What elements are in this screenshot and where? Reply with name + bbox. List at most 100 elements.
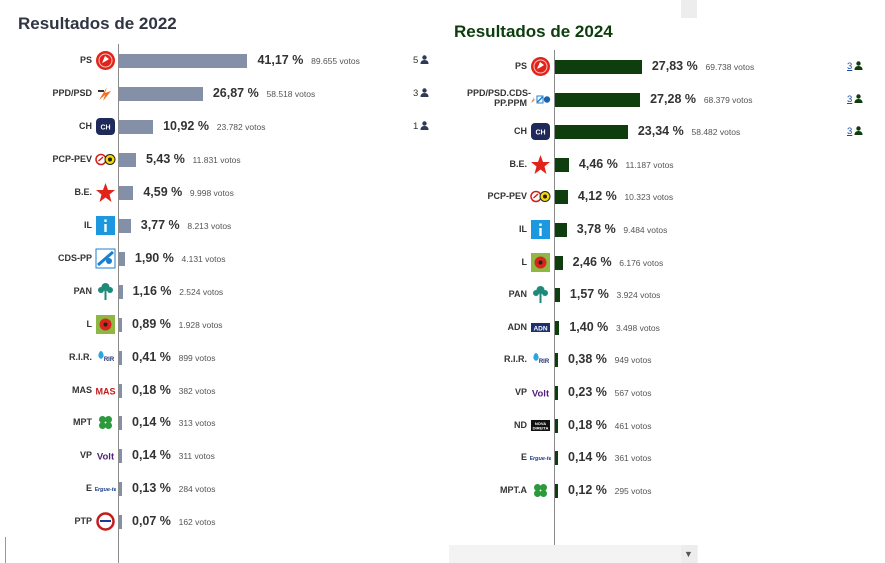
votes-label: 461 votos (614, 420, 652, 431)
bar-mark (555, 125, 628, 140)
votes-label: 23.782 votos (216, 121, 266, 132)
svg-text:Volt: Volt (532, 389, 550, 400)
bar-mark (555, 255, 563, 270)
seats-number: 5 (413, 55, 419, 66)
percent-label: 2,46 % (572, 254, 612, 269)
chart-row: CH CH 23,34 % 58.482 votos 3 (438, 121, 863, 145)
votes-label: 3.498 votos (615, 322, 660, 333)
volt-logo: Volt (95, 445, 116, 466)
percent-label: 0,18 % (568, 417, 607, 432)
bar-mark (555, 190, 568, 205)
percent-label: 3,78 % (576, 222, 616, 236)
seats-number[interactable]: 3 (847, 126, 853, 138)
percent-label: 5,43 % (145, 151, 185, 166)
party-name-label: PAN (508, 289, 527, 300)
votes-label: 899 votos (178, 352, 216, 363)
bar-mark (119, 54, 248, 68)
chart-row: PCP-PEV 4,12 % 10.323 votos (438, 186, 698, 210)
percent-label: 0,89 % (132, 316, 171, 331)
il-logo (95, 215, 116, 236)
chart-row: ND NOVA DIREITA 0,18 % 461 votos (438, 415, 698, 439)
votes-label: 89.655 votos (311, 56, 360, 66)
percent-label: 10,92 % (163, 118, 209, 133)
votes-label: 11.831 votos (192, 154, 241, 165)
mas-logo: MAS (95, 380, 116, 401)
votes-label: 382 votos (178, 385, 216, 396)
chart-row: PAN 1,16 % 2.524 votos (0, 281, 438, 305)
adn-logo: ADN (530, 317, 551, 338)
chart-row: B.E. 4,59 % 9.998 votos (0, 182, 438, 206)
seats-count[interactable]: 3 (847, 126, 863, 137)
bar-mark (555, 92, 641, 107)
seats-number[interactable]: 3 (847, 93, 853, 105)
party-name-label: MAS (72, 384, 92, 395)
party-name-label: PPD/PSD.CDS-PP.PPM (467, 87, 532, 108)
seats-count[interactable]: 3 (847, 61, 863, 72)
votes-label: 313 votos (178, 418, 216, 429)
svg-text:CH: CH (535, 130, 545, 137)
chart-row: VP Volt 0,14 % 311 votos (0, 445, 438, 469)
bar-mark (119, 383, 122, 398)
votes-label: 284 votos (178, 484, 216, 495)
party-name-label: PCP-PEV (487, 191, 527, 202)
percent-label: 41,17 % (257, 53, 304, 67)
votes-label: 4.131 votos (181, 253, 226, 264)
votes-label: 58.518 votos (266, 88, 316, 99)
person-icon (852, 126, 863, 137)
chart-row: PAN 1,57 % 3.924 votos (438, 284, 698, 308)
chart-row: PS 41,17 % 89.655 votos 5 (0, 50, 438, 74)
party-name-label: E (85, 483, 92, 494)
votes-label: 11.187 votos (625, 159, 674, 170)
percent-label: 26,87 % (212, 85, 259, 100)
svg-text:MAS: MAS (96, 386, 116, 396)
party-name-label: B.E. (74, 186, 92, 197)
seats-number[interactable]: 3 (847, 61, 853, 72)
cds-logo (95, 248, 116, 269)
scrollbar-down-button[interactable]: ▼ (681, 545, 697, 563)
party-name-label: R.I.R. (503, 354, 527, 365)
chart-row: ADN ADN 1,40 % 3.498 votos (438, 317, 698, 341)
party-name-label: VP (79, 450, 92, 461)
bar-mark (119, 119, 154, 134)
chart-row: L 2,46 % 6.176 votos (438, 252, 698, 276)
party-name-label: R.I.R. (68, 351, 92, 362)
votes-label: 58.482 votos (691, 127, 741, 138)
pan-tree-logo (530, 284, 551, 305)
person-icon (852, 93, 863, 105)
chart-row: MAS MAS 0,18 % 382 votos (0, 380, 438, 404)
seats-count: 1 (413, 121, 429, 132)
be-star-logo (530, 154, 551, 175)
bar-mark (119, 251, 125, 266)
bar-mark (555, 60, 642, 74)
percent-label: 0,07 % (132, 514, 171, 529)
party-name-label: MPT (73, 417, 92, 428)
bar-mark (555, 386, 558, 400)
svg-text:Ergue-te: Ergue-te (530, 456, 551, 462)
bar-mark (555, 288, 560, 303)
il-logo (530, 219, 551, 240)
percent-label: 4,46 % (578, 156, 618, 171)
seats-count: 5 (413, 55, 429, 66)
votes-label: 9.998 votos (189, 187, 234, 198)
chart-row: R.I.R. RIR 0,38 % 949 votos (438, 349, 698, 373)
person-icon (418, 55, 429, 66)
seats-count[interactable]: 3 (847, 94, 863, 105)
percent-label: 1,40 % (569, 319, 609, 334)
percent-label: 1,90 % (134, 250, 174, 265)
bar-mark (555, 483, 558, 498)
bar-mark (119, 416, 122, 431)
livre-poppy-logo (95, 314, 116, 335)
votes-label: 311 votos (178, 451, 215, 462)
chart-row: R.I.R. RIR 0,41 % 899 votos (0, 347, 438, 371)
percent-label: 23,34 % (637, 124, 684, 139)
bar-mark (119, 515, 122, 530)
bar-mark (119, 86, 203, 101)
axis-line-2024 (554, 50, 555, 545)
percent-label: 27,83 % (651, 59, 698, 73)
party-name-label: B.E. (509, 158, 527, 169)
scrollbar-top[interactable] (681, 0, 697, 18)
party-name-label: IL (84, 219, 92, 230)
chart-row: B.E. 4,46 % 11.187 votos (438, 154, 698, 178)
chart-row: PCP-PEV 5,43 % 11.831 votos (0, 149, 438, 173)
votes-label: 3.924 votos (616, 290, 661, 301)
